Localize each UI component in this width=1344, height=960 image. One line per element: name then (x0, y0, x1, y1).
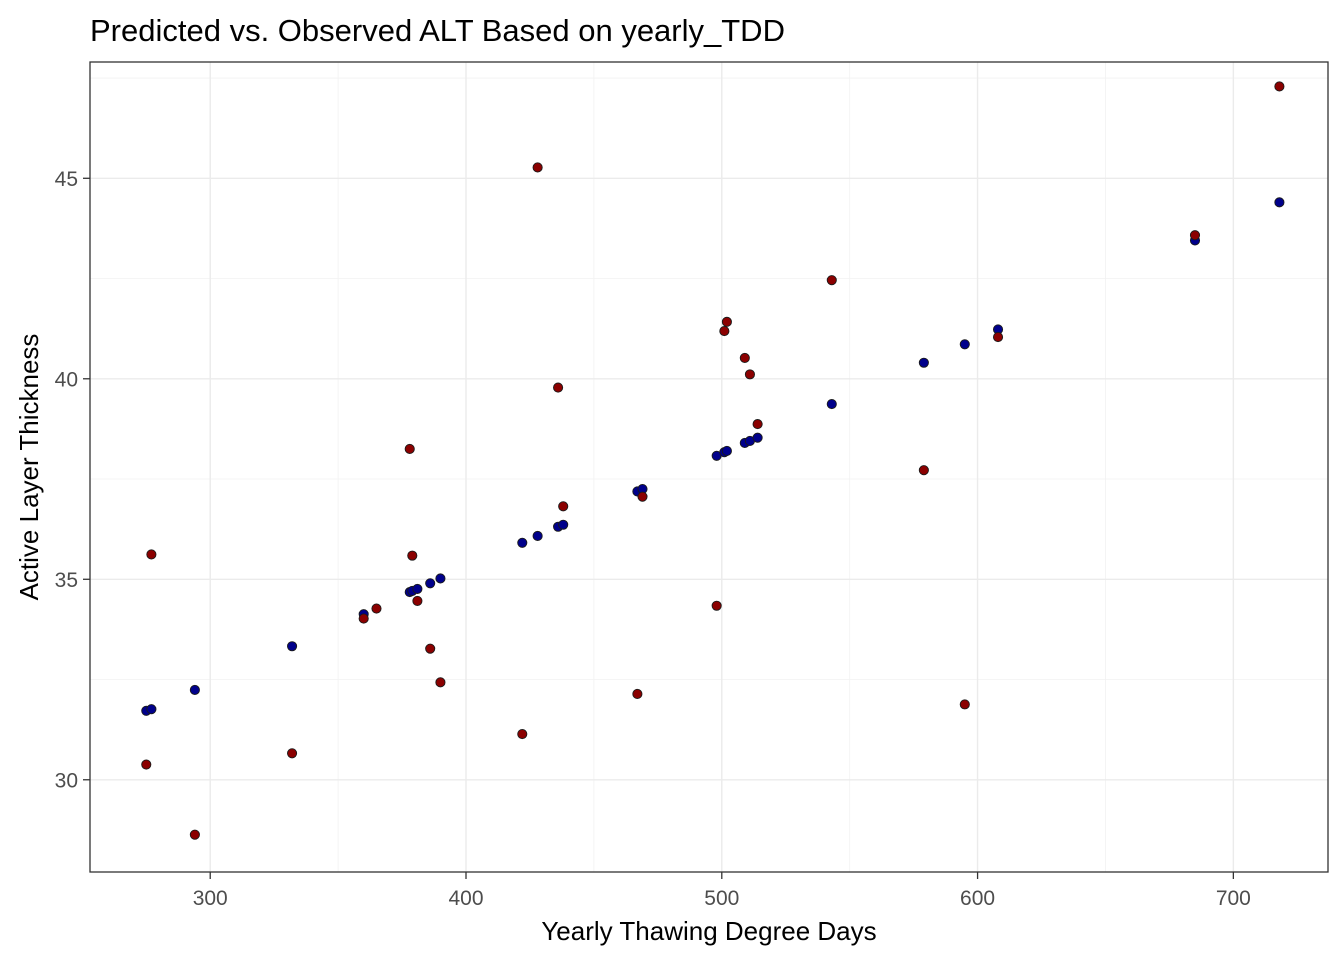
data-point (558, 501, 569, 512)
plot-panel-border (89, 61, 1329, 873)
y-axis-title: Active Layer Thickness (14, 334, 44, 601)
data-point (517, 537, 528, 548)
y-tick-label: 45 (55, 168, 78, 191)
data-point (435, 573, 446, 584)
data-point (371, 603, 382, 614)
data-point (992, 332, 1004, 343)
chart-title: Predicted vs. Observed ALT Based on year… (90, 13, 785, 48)
data-point (435, 677, 446, 688)
x-axis-ticks: 300 400 500 600 700 (193, 872, 1251, 910)
data-point (553, 382, 564, 393)
y-tick-label: 40 (55, 368, 78, 391)
data-point (407, 550, 418, 561)
data-point (146, 549, 157, 560)
data-point (826, 275, 837, 286)
y-axis-ticks: 30 35 40 45 (55, 168, 90, 792)
data-point (1189, 230, 1201, 241)
data-point (425, 578, 436, 589)
data-point (189, 684, 200, 696)
data-point (918, 357, 929, 368)
y-tick-label: 35 (55, 569, 78, 592)
data-point (189, 829, 200, 840)
data-point (711, 600, 722, 611)
data-point (918, 465, 929, 476)
data-points (141, 81, 1285, 840)
x-tick-label: 400 (448, 887, 483, 910)
data-point (1274, 81, 1285, 92)
data-point (752, 432, 763, 443)
data-point (752, 419, 763, 430)
data-point (287, 641, 298, 652)
x-tick-label: 300 (193, 887, 228, 910)
data-point (425, 643, 436, 654)
data-point (287, 748, 298, 759)
x-axis-title: Yearly Thawing Degree Days (541, 916, 876, 946)
data-point (146, 704, 157, 715)
x-tick-label: 600 (960, 887, 995, 910)
data-point (739, 352, 750, 363)
data-point (532, 530, 543, 542)
data-point (721, 445, 732, 457)
data-point (532, 162, 543, 173)
data-point (412, 595, 423, 606)
x-tick-label: 500 (704, 887, 739, 910)
data-point (412, 583, 423, 594)
data-point (358, 613, 369, 624)
data-point (1274, 197, 1285, 208)
data-point (744, 369, 755, 380)
data-point (404, 443, 415, 455)
data-point (959, 339, 970, 350)
data-point (721, 316, 732, 327)
data-point (826, 398, 837, 410)
data-point (558, 519, 569, 530)
y-tick-label: 30 (55, 769, 78, 792)
data-point (719, 326, 730, 337)
data-point (632, 688, 643, 700)
data-point (637, 491, 648, 502)
data-point (141, 759, 152, 770)
data-point (959, 699, 970, 710)
minor-gridlines (90, 62, 1328, 872)
x-tick-label: 700 (1216, 887, 1251, 910)
major-gridlines (90, 62, 1328, 872)
data-point (517, 729, 528, 740)
